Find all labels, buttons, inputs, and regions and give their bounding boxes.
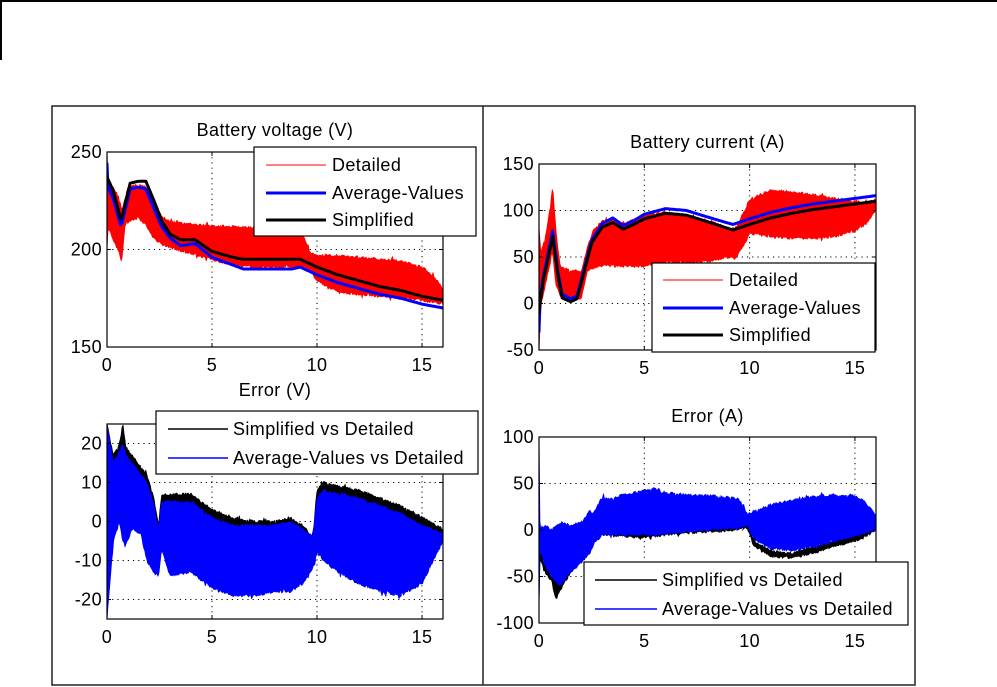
y-tick-label: 0: [524, 520, 534, 540]
y-tick-label: 50: [513, 247, 534, 267]
y-tick-label: -50: [507, 567, 534, 587]
series-layer: [539, 189, 876, 350]
legend: Detailed Average-Values Simplified: [651, 262, 876, 353]
y-tick-label: 100: [503, 201, 534, 221]
legend-label: Detailed: [729, 270, 798, 290]
legend-entry: Detailed: [663, 270, 798, 290]
x-tick-label: 5: [207, 627, 217, 647]
x-tick-label: 0: [102, 355, 112, 375]
x-tick-label: 0: [102, 627, 112, 647]
y-tick-label: -20: [75, 590, 102, 610]
x-tick-label: 5: [639, 358, 649, 378]
y-tick-label: 0: [524, 294, 534, 314]
legend-label: Average-Values: [332, 183, 464, 203]
legend-entry: Simplified: [663, 325, 811, 345]
y-tick-label: 10: [81, 473, 102, 493]
y-tick-label: 150: [71, 337, 102, 357]
x-tick-label: 10: [307, 627, 328, 647]
y-tick-label: -10: [75, 551, 102, 571]
legend-label: Simplified: [729, 325, 811, 345]
legend-label: Simplified vs Detailed: [233, 419, 414, 439]
y-tick-label: 150: [503, 154, 534, 174]
y-tick-label: 200: [71, 240, 102, 260]
plot-title: Battery current (A): [630, 132, 785, 152]
legend-box: [155, 410, 479, 475]
y-tick-label: -50: [507, 340, 534, 360]
x-tick-label: 15: [845, 631, 866, 651]
x-tick-label: 10: [739, 358, 760, 378]
y-tick-label: 100: [503, 427, 534, 447]
legend-label: Average-Values vs Detailed: [662, 599, 893, 619]
plot-title: Error (V): [239, 380, 312, 400]
series-simplified: [107, 175, 443, 302]
x-tick-label: 15: [412, 627, 433, 647]
plot-title: Battery voltage (V): [197, 120, 354, 140]
legend-entry: Simplified vs Detailed: [168, 419, 414, 439]
legend-entry: Average-Values vs Detailed: [595, 599, 893, 619]
legend: Simplified vs Detailed Average-Values vs …: [583, 561, 909, 626]
legend-label: Detailed: [332, 155, 401, 175]
series-simplified: [539, 199, 876, 315]
x-tick-label: 0: [534, 358, 544, 378]
x-tick-label: 0: [534, 631, 544, 651]
legend: Detailed Average-Values Simplified: [253, 146, 477, 237]
y-tick-label: 250: [71, 142, 102, 162]
plot-battery-voltage: 0 5 10 15 150 200 250 Battery voltage (V) Detail…: [71, 120, 477, 375]
x-tick-label: 15: [412, 355, 433, 375]
legend-entry: Average-Values: [663, 298, 861, 318]
legend-entry: Average-Values vs Detailed: [168, 448, 464, 468]
series-average-values: [539, 194, 876, 333]
legend-entry: Simplified: [266, 210, 414, 230]
legend-label: Simplified: [332, 210, 414, 230]
legend-entry: Average-Values: [266, 183, 464, 203]
plot-error-voltage: 0 5 10 15 -20 -10 0 10 20 Error (V) Simplified vs …: [75, 380, 479, 647]
legend: Simplified vs Detailed Average-Values vs …: [155, 410, 479, 475]
x-tick-label: 10: [739, 631, 760, 651]
legend-box: [583, 561, 909, 626]
x-tick-label: 15: [845, 358, 866, 378]
legend-entry: Detailed: [266, 155, 401, 175]
y-tick-label: -100: [496, 613, 534, 633]
legend-entry: Simplified vs Detailed: [595, 570, 843, 590]
y-tick-label: 0: [92, 512, 102, 532]
series-average-values: [107, 162, 443, 310]
x-tick-label: 5: [639, 631, 649, 651]
legend-label: Average-Values: [729, 298, 861, 318]
x-tick-label: 10: [307, 355, 328, 375]
y-tick-label: 50: [513, 474, 534, 494]
plot-title: Error (A): [671, 406, 744, 426]
x-tick-label: 5: [207, 355, 217, 375]
legend-label: Simplified vs Detailed: [662, 570, 843, 590]
y-tick-label: 20: [81, 434, 102, 454]
plot-error-current: 0 5 10 15 -100 -50 0 50 100 Error (A) Simplified v…: [496, 406, 909, 651]
legend-label: Average-Values vs Detailed: [233, 448, 464, 468]
